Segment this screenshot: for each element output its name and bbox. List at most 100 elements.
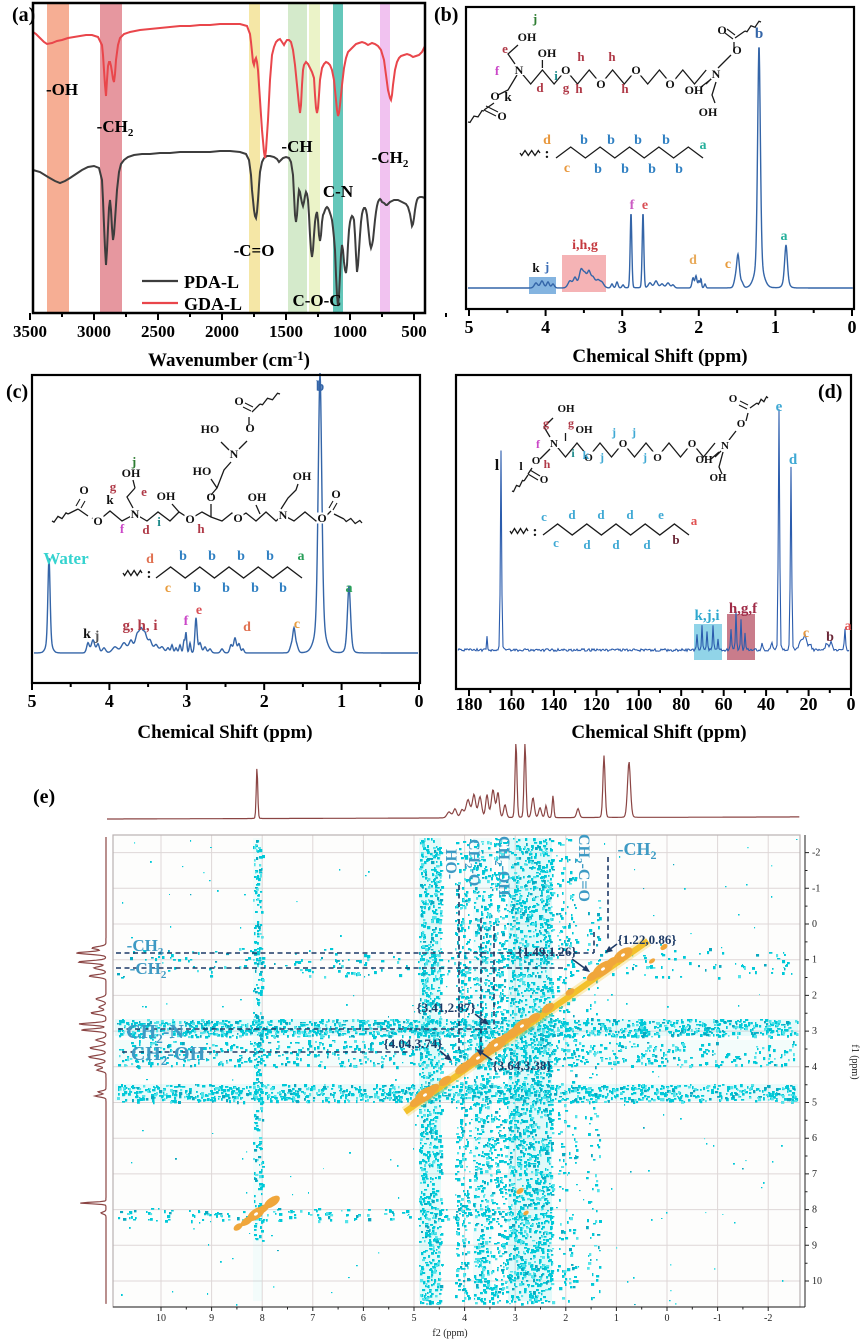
svg-text:OH: OH — [575, 424, 593, 436]
svg-text:-CH2: -CH2 — [372, 148, 409, 170]
svg-text:1500: 1500 — [269, 322, 303, 341]
svg-text:d: d — [612, 537, 620, 552]
svg-text:k: k — [504, 89, 512, 104]
svg-text:g: g — [568, 416, 574, 430]
svg-text:c: c — [553, 535, 559, 550]
svg-text:9: 9 — [209, 1313, 214, 1324]
svg-text:k: k — [532, 260, 540, 275]
svg-text:5: 5 — [812, 1098, 817, 1109]
svg-text:a: a — [781, 229, 788, 244]
svg-text:140: 140 — [540, 694, 567, 714]
svg-text:CH2-OH: CH2-OH — [492, 836, 512, 896]
svg-text:O: O — [688, 438, 697, 450]
svg-text::: : — [545, 146, 550, 162]
svg-text:-1: -1 — [713, 1313, 721, 1324]
svg-text:b: b — [279, 581, 287, 596]
svg-text:O: O — [732, 43, 741, 57]
svg-text:3000: 3000 — [77, 322, 111, 341]
svg-text:O: O — [234, 394, 243, 408]
svg-text:5: 5 — [465, 317, 474, 337]
svg-text:1: 1 — [771, 317, 780, 337]
svg-text:500: 500 — [401, 322, 427, 341]
svg-text:e: e — [141, 484, 147, 499]
svg-text:h: h — [577, 49, 585, 64]
svg-text:OH: OH — [122, 466, 141, 480]
svg-text:{3.64,3.38}: {3.64,3.38} — [493, 1058, 552, 1073]
svg-text:e: e — [658, 507, 664, 522]
svg-text:i: i — [157, 514, 161, 529]
svg-text:c: c — [541, 509, 547, 524]
svg-text:b: b — [179, 549, 187, 564]
svg-text:O: O — [619, 438, 628, 450]
svg-text:OH: OH — [709, 472, 727, 484]
svg-text:O: O — [331, 487, 340, 501]
svg-text:C-O-C: C-O-C — [292, 291, 341, 310]
svg-text:0: 0 — [415, 691, 424, 711]
svg-text:-OH: -OH — [46, 80, 78, 99]
svg-text:d: d — [689, 253, 697, 268]
svg-text:O: O — [532, 455, 541, 467]
svg-text:a: a — [700, 138, 707, 153]
svg-text:Chemical Shift (ppm): Chemical Shift (ppm) — [571, 722, 746, 743]
svg-text:k: k — [83, 627, 91, 642]
svg-text:0: 0 — [848, 317, 857, 337]
svg-text:C-N: C-N — [323, 182, 354, 201]
svg-text:0: 0 — [847, 694, 856, 714]
svg-text:7: 7 — [310, 1313, 315, 1324]
svg-text:HO: HO — [193, 464, 212, 478]
svg-text:2: 2 — [260, 691, 269, 711]
svg-text:120: 120 — [583, 694, 610, 714]
svg-text:3: 3 — [812, 1026, 817, 1037]
svg-text:3: 3 — [513, 1313, 518, 1324]
svg-text:-CH2: -CH2 — [618, 839, 657, 862]
svg-text:j: j — [642, 450, 647, 464]
svg-text:(a): (a) — [12, 4, 35, 26]
svg-text:OH: OH — [685, 83, 704, 97]
svg-text:O: O — [233, 511, 242, 525]
svg-text:2: 2 — [812, 990, 817, 1001]
svg-text:O: O — [540, 474, 549, 486]
svg-text:-1: -1 — [812, 883, 820, 894]
svg-text:1: 1 — [614, 1313, 619, 1324]
svg-text:j: j — [94, 629, 100, 644]
svg-text:b: b — [251, 581, 259, 596]
svg-text:OH: OH — [248, 490, 267, 504]
svg-text:d: d — [568, 507, 576, 522]
svg-text:b: b — [580, 133, 588, 148]
svg-text:N: N — [230, 447, 239, 461]
svg-text:j: j — [611, 425, 616, 439]
svg-text:f: f — [120, 521, 125, 536]
svg-text:OH: OH — [557, 403, 575, 415]
svg-text:e: e — [502, 41, 508, 56]
svg-text:c: c — [725, 257, 731, 272]
svg-text:k: k — [106, 492, 114, 507]
svg-text:O: O — [245, 421, 254, 435]
svg-text:GDA-L: GDA-L — [184, 294, 242, 314]
svg-text:{1.49,1.26}: {1.49,1.26} — [518, 944, 577, 959]
svg-text:CH2-C=O: CH2-C=O — [572, 834, 592, 902]
svg-text:-CH3: -CH3 — [127, 936, 164, 958]
svg-text:e: e — [196, 603, 202, 618]
svg-text:10: 10 — [812, 1276, 822, 1287]
svg-text:OH: OH — [157, 489, 176, 503]
svg-text:(c): (c) — [6, 381, 28, 403]
svg-text:b: b — [662, 133, 670, 148]
svg-text:j: j — [532, 11, 537, 26]
svg-text:20: 20 — [800, 694, 818, 714]
svg-text:b: b — [208, 549, 216, 564]
svg-text:4: 4 — [812, 1062, 817, 1073]
svg-text:HO-: HO- — [442, 849, 459, 879]
svg-text:d: d — [243, 620, 251, 635]
svg-text:O: O — [631, 63, 640, 77]
svg-text:N: N — [131, 507, 140, 521]
svg-text:h: h — [575, 81, 583, 96]
svg-text:O: O — [561, 63, 570, 77]
svg-text:(b): (b) — [434, 4, 458, 26]
svg-text:60: 60 — [715, 694, 733, 714]
svg-text:a: a — [845, 619, 852, 634]
svg-text:a: a — [298, 549, 305, 564]
svg-text:{4.04,3.74}: {4.04,3.74} — [384, 1036, 443, 1051]
svg-text:b: b — [634, 133, 642, 148]
svg-text:OH: OH — [538, 46, 557, 60]
svg-text:j: j — [131, 454, 136, 469]
